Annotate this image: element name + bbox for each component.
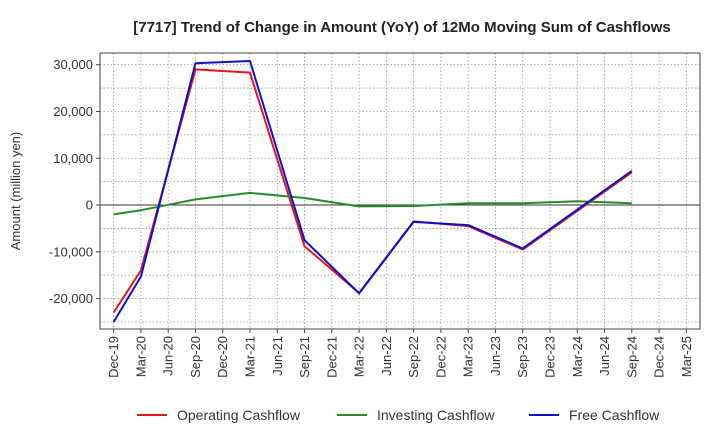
x-tick-label: Mar-21 (243, 336, 258, 377)
legend-label: Operating Cashflow (177, 407, 301, 423)
x-tick-label: Jun-24 (597, 336, 612, 376)
grid-layer (100, 53, 700, 329)
y-tick-label: -20,000 (49, 291, 93, 306)
legend: Operating Cashflow Investing Cashflow Free… (137, 407, 660, 423)
x-tick-label: Mar-25 (679, 336, 694, 377)
x-tick-label: Dec-21 (324, 336, 339, 378)
legend-label: Investing Cashflow (377, 407, 495, 423)
series-line-free-cashflow (112, 60, 633, 323)
x-tick-label: Mar-24 (570, 336, 585, 377)
x-tick-label: Jun-23 (488, 336, 503, 376)
y-tick-layer: 30,000 20,000 10,000 0 -10,000 -20,000 (49, 57, 100, 306)
x-tick-label: Dec-19 (106, 336, 121, 378)
x-tick-label: Sep-20 (188, 336, 203, 378)
x-tick-label: Dec-24 (652, 336, 667, 378)
x-tick-label: Jun-22 (379, 336, 394, 376)
x-tick-label: Sep-21 (297, 336, 312, 378)
y-tick-label: 0 (86, 198, 93, 213)
x-tick-label: Mar-23 (461, 336, 476, 377)
x-tick-label: Jun-21 (270, 336, 285, 376)
x-tick-label: Dec-23 (543, 336, 558, 378)
legend-label: Free Cashflow (569, 407, 660, 423)
x-tick-label: Sep-24 (624, 336, 639, 378)
x-tick-label: Jun-20 (161, 336, 176, 376)
series-line-investing-cashflow (113, 191, 632, 216)
x-tick-label: Mar-22 (352, 336, 367, 377)
y-tick-label: 10,000 (53, 151, 93, 166)
x-tick-label: Sep-22 (406, 336, 421, 378)
x-tick-label: Sep-23 (515, 336, 530, 378)
y-axis-label: Amount (million yen) (8, 132, 23, 251)
y-tick-label: 20,000 (53, 104, 93, 119)
chart-title: [7717] Trend of Change in Amount (YoY) o… (133, 19, 671, 36)
x-tick-label: Dec-20 (215, 336, 230, 378)
x-tick-label: Dec-22 (433, 336, 448, 378)
x-tick-layer: Dec-19 Mar-20 Jun-20 Sep-20 Dec-20 Mar-21 Jun-… (106, 329, 694, 378)
series-layer (112, 60, 633, 323)
y-tick-label: -10,000 (49, 244, 93, 259)
x-tick-label: Mar-20 (133, 336, 148, 377)
y-tick-label: 30,000 (53, 57, 93, 72)
plot-frame (99, 52, 701, 330)
